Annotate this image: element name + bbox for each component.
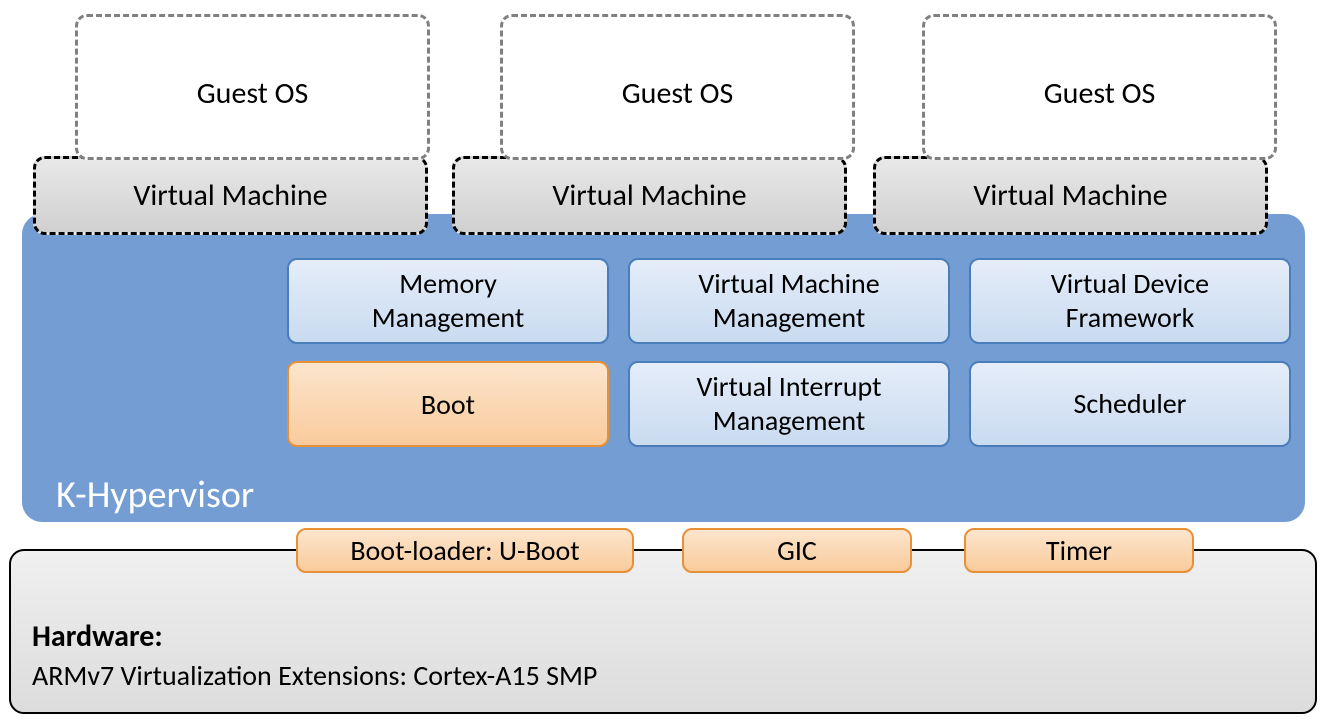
architecture-diagram: Hardware: ARMv7 Virtualization Extension… [0, 0, 1327, 722]
component-timer: Timer [964, 528, 1194, 573]
hardware-subtitle: ARMv7 Virtualization Extensions: Cortex-… [32, 658, 597, 693]
component-boot: Boot [287, 361, 609, 447]
component-vdev-framework: Virtual Device Framework [969, 258, 1291, 344]
component-scheduler: Scheduler [969, 361, 1291, 447]
component-memory-mgmt: Memory Management [287, 258, 609, 344]
component-bootloader: Boot-loader: U-Boot [296, 528, 634, 573]
vm-box-1: Virtual Machine [33, 156, 428, 235]
component-gic: GIC [682, 528, 912, 573]
guest-os-3: Guest OS [922, 14, 1277, 160]
guest-os-2: Guest OS [500, 14, 855, 160]
guest-os-1: Guest OS [75, 14, 430, 160]
hardware-title: Hardware: [32, 618, 163, 655]
vm-box-2: Virtual Machine [452, 156, 847, 235]
component-vint-mgmt: Virtual Interrupt Management [628, 361, 950, 447]
vm-box-3: Virtual Machine [873, 156, 1268, 235]
component-vm-mgmt: Virtual Machine Management [628, 258, 950, 344]
hypervisor-label: K-Hypervisor [56, 472, 254, 518]
